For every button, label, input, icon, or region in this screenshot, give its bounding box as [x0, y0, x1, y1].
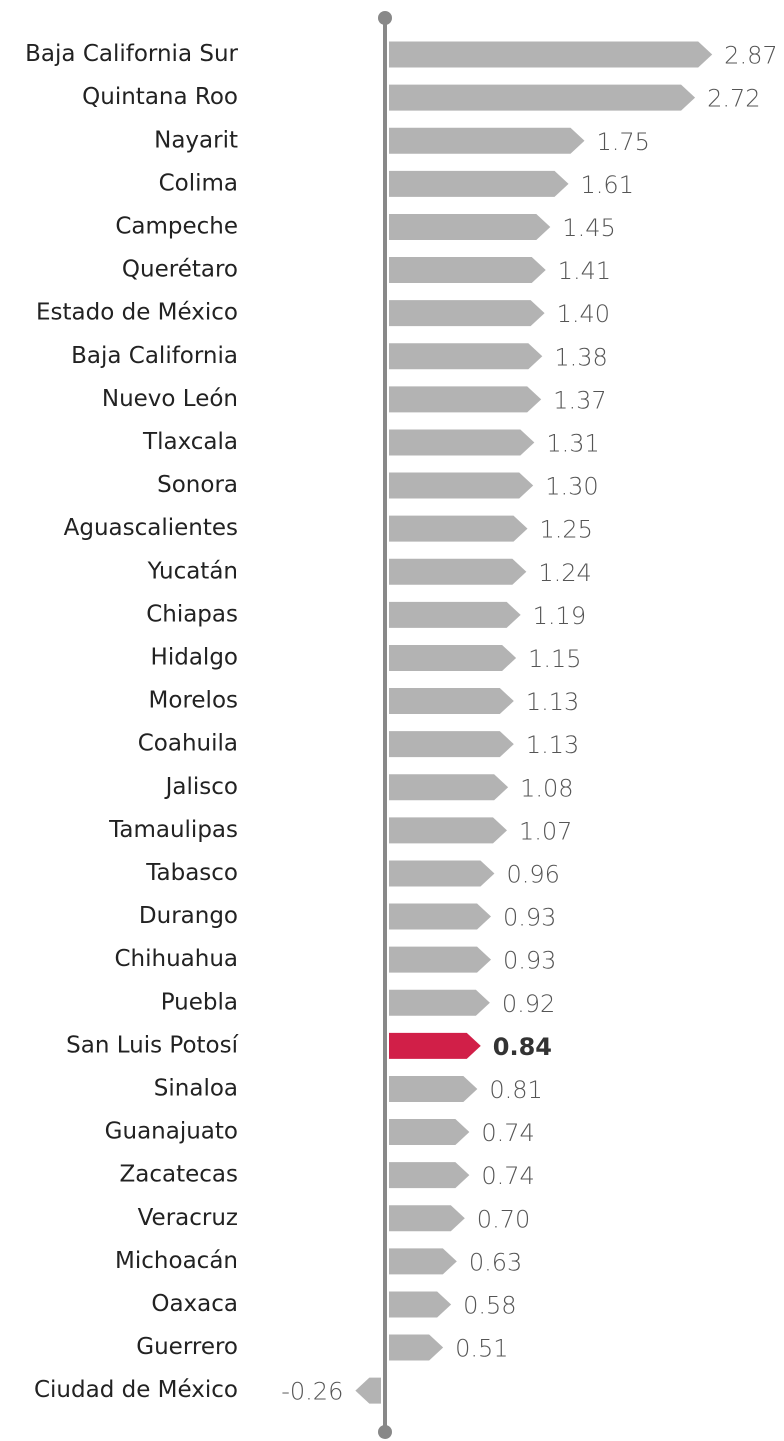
value-label: 1.08	[520, 774, 573, 802]
category-label: San Luis Potosí	[66, 1032, 238, 1058]
bar	[389, 343, 543, 370]
category-label: Sonora	[157, 472, 238, 498]
value-label: 1.40	[557, 300, 610, 328]
category-label: Tamaulipas	[108, 817, 238, 843]
bar	[389, 515, 528, 542]
bar	[389, 1205, 465, 1232]
category-label: Estado de México	[36, 300, 238, 326]
bar	[389, 817, 507, 844]
category-label: Guanajuato	[105, 1119, 238, 1145]
value-label: 0.92	[502, 990, 555, 1018]
value-label: 2.72	[707, 85, 760, 113]
value-label: 0.81	[489, 1076, 542, 1104]
value-label: 0.93	[503, 904, 556, 932]
value-label: 1.61	[581, 171, 634, 199]
value-label: 1.15	[528, 645, 581, 673]
value-label: 1.19	[533, 602, 586, 630]
bar	[389, 644, 517, 671]
value-label: 0.51	[455, 1335, 508, 1363]
category-label: Veracruz	[138, 1205, 238, 1231]
value-label: 0.70	[477, 1205, 530, 1233]
value-label: 2.87	[724, 42, 777, 70]
value-label: 0.96	[506, 860, 559, 888]
value-label: 1.37	[553, 386, 606, 414]
value-label: 1.38	[554, 343, 607, 371]
category-label: Chiapas	[146, 601, 238, 627]
value-label: 0.63	[469, 1248, 522, 1276]
value-label: 1.25	[540, 516, 593, 544]
value-label: 1.41	[558, 257, 611, 285]
bar	[389, 731, 514, 758]
category-label: Coahuila	[138, 731, 238, 757]
bar	[355, 1377, 381, 1404]
value-label: 1.31	[546, 429, 599, 457]
axis-end	[378, 11, 392, 25]
category-label: Baja California	[71, 343, 238, 369]
bar	[389, 257, 546, 284]
category-label: Durango	[139, 903, 238, 929]
bar	[389, 472, 534, 499]
category-label: Jalisco	[164, 774, 238, 800]
category-label: Querétaro	[122, 257, 238, 283]
category-label: Sinaloa	[154, 1075, 238, 1101]
category-label: Aguascalientes	[64, 515, 238, 541]
bar	[389, 774, 509, 801]
bar	[389, 127, 585, 154]
bar	[389, 213, 551, 240]
category-label: Tabasco	[145, 860, 238, 886]
bar	[389, 1119, 470, 1146]
bar	[389, 558, 527, 585]
value-label: -0.26	[281, 1378, 343, 1406]
value-label: 1.30	[545, 473, 598, 501]
axis-end	[378, 1425, 392, 1439]
bar	[389, 860, 495, 887]
category-label: Morelos	[149, 688, 238, 714]
category-label: Tlaxcala	[142, 429, 238, 455]
value-label: 0.74	[481, 1119, 534, 1147]
bar	[389, 1248, 457, 1275]
category-label: Hidalgo	[151, 644, 238, 670]
value-label: 1.07	[519, 817, 572, 845]
bar	[389, 601, 521, 628]
bar	[389, 903, 492, 930]
bar	[389, 386, 542, 413]
bar	[389, 1162, 470, 1189]
bar	[389, 300, 545, 327]
bar	[389, 1075, 478, 1102]
bar	[389, 989, 490, 1016]
value-label: 0.58	[463, 1291, 516, 1319]
value-label: 1.75	[597, 128, 650, 156]
category-label: Ciudad de México	[34, 1377, 238, 1403]
bar	[389, 41, 713, 68]
bar	[389, 946, 492, 973]
bar	[389, 688, 514, 715]
category-label: Baja California Sur	[25, 41, 238, 67]
category-label: Nayarit	[154, 127, 238, 153]
value-label: 0.74	[481, 1162, 534, 1190]
category-label: Nuevo León	[102, 386, 238, 412]
bar	[389, 1334, 444, 1361]
value-label: 0.84	[493, 1033, 552, 1061]
value-label: 0.93	[503, 947, 556, 975]
bar	[389, 1032, 481, 1059]
value-label: 1.45	[562, 214, 615, 242]
category-label: Chihuahua	[114, 946, 238, 972]
bar	[389, 1291, 452, 1318]
bar	[389, 84, 696, 111]
value-label: 1.13	[526, 688, 579, 716]
category-label: Guerrero	[136, 1334, 238, 1360]
category-label: Michoacán	[115, 1248, 238, 1274]
bar	[389, 429, 535, 456]
value-label: 1.13	[526, 731, 579, 759]
category-label: Puebla	[161, 989, 238, 1015]
value-label: 1.24	[538, 559, 591, 587]
category-label: Oaxaca	[151, 1291, 238, 1317]
category-label: Quintana Roo	[82, 84, 238, 110]
category-label: Colima	[159, 170, 238, 196]
category-label: Yucatán	[147, 558, 238, 584]
category-label: Zacatecas	[120, 1162, 238, 1188]
category-label: Campeche	[115, 213, 238, 239]
bar	[389, 170, 569, 197]
